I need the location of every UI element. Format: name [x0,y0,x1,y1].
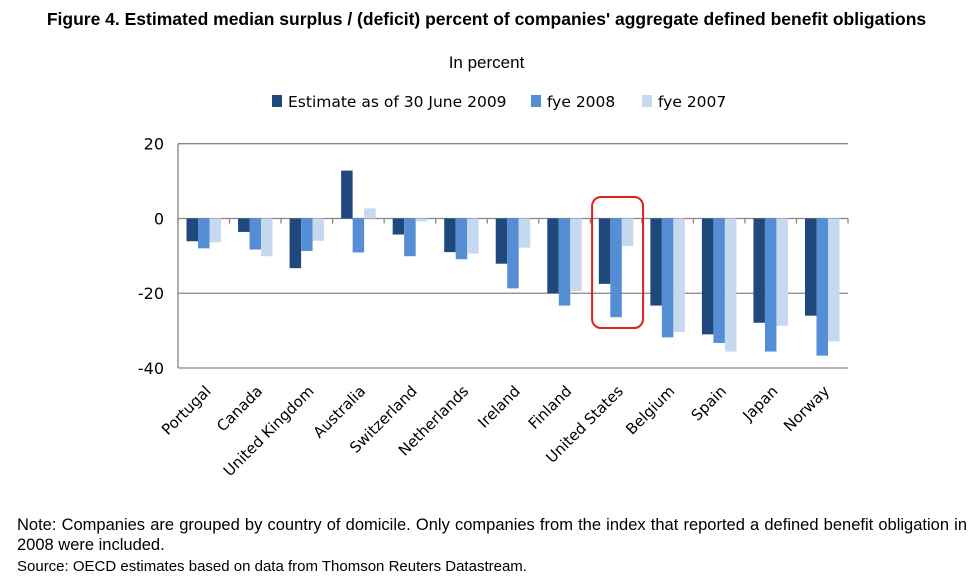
bar-estimate-as-of-30-june-2009-spain [701,218,714,335]
bar-estimate-as-of-30-june-2009-norway [804,218,817,316]
bar-fye-2008-united-states [610,218,622,318]
y-tick-label: 0 [154,209,164,228]
legend-swatch [642,95,652,107]
x-tick-label: Canada [213,382,266,435]
bar-fye-2008-spain [713,218,725,343]
bar-fye-2008-canada [249,218,262,250]
bar-fye-2008-japan [764,218,777,352]
bar-fye-2007-netherlands [467,218,479,254]
bar-estimate-as-of-30-june-2009-ireland [495,218,508,264]
highlight-box [591,196,645,329]
x-tick-label: Japan [738,382,781,425]
bar-estimate-as-of-30-june-2009-belgium [650,218,662,306]
x-tick-label: Norway [780,382,833,435]
legend-swatch [531,95,541,107]
bar-fye-2008-belgium [661,218,674,338]
bar-fye-2007-norway [827,218,840,342]
bar-estimate-as-of-30-june-2009-united-kingdom [289,218,302,269]
bar-estimate-as-of-30-june-2009-japan [753,218,765,323]
x-tick-label: Finland [525,382,576,433]
bar-fye-2007-united-kingdom [312,218,325,241]
bar-fye-2008-norway [816,218,828,356]
legend-label: fye 2007 [658,93,726,111]
legend-label: Estimate as of 30 June 2009 [288,93,507,111]
bar-estimate-as-of-30-june-2009-canada [238,218,250,232]
y-tick-label: 20 [144,135,164,154]
bar-fye-2007-portugal [209,218,222,243]
legend-label: fye 2008 [547,93,615,111]
bar-fye-2007-ireland [518,218,531,248]
bar-fye-2007-united-states [621,218,634,247]
bar-fye-2008-netherlands [455,218,468,260]
bar-fye-2008-portugal [198,218,210,249]
x-tick-label: United Kingdom [220,382,318,480]
bar-fye-2007-finland [570,218,582,291]
bar-estimate-as-of-30-june-2009-finland [547,218,559,294]
bar-estimate-as-of-30-june-2009-australia [341,170,353,219]
chart-subtitle: In percent [448,53,525,72]
bar-estimate-as-of-30-june-2009-portugal [186,218,199,242]
x-tick-label: Belgium [622,382,678,438]
x-tick-label: Ireland [474,382,523,431]
bar-fye-2007-japan [776,218,788,326]
chart-note: Note: Companies are grouped by country o… [17,516,967,554]
bar-estimate-as-of-30-june-2009-netherlands [444,218,456,253]
bar-fye-2008-finland [558,218,571,306]
bar-fye-2007-canada [261,218,273,257]
legend-swatch [272,95,282,107]
y-tick-label: -20 [138,284,164,303]
chart-source: Source: OECD estimates based on data fro… [17,558,527,575]
bar-fye-2007-belgium [673,218,685,333]
bar-fye-2008-australia [352,218,365,253]
bar-fye-2007-australia [364,208,376,219]
bar-fye-2008-switzerland [404,218,416,257]
bar-fye-2008-united-kingdom [301,218,313,251]
bar-fye-2008-ireland [507,218,519,289]
x-tick-label: Spain [688,382,730,424]
x-tick-label: Portugal [158,382,215,439]
bar-estimate-as-of-30-june-2009-united-states [598,218,611,284]
bar-fye-2007-spain [724,218,737,352]
chart-title: Figure 4. Estimated median surplus / (de… [46,9,927,29]
y-tick-label: -40 [138,359,164,378]
bar-fye-2007-switzerland [415,218,428,222]
bar-estimate-as-of-30-june-2009-switzerland [392,218,405,235]
